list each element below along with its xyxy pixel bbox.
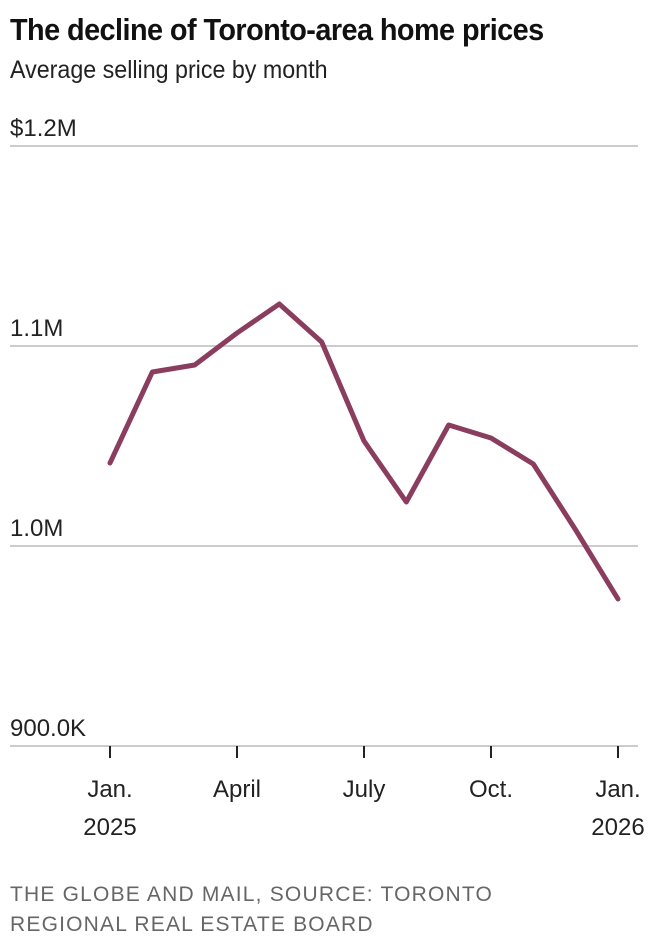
x-tick-label: Jan. [595,776,640,803]
x-tick-label: April [213,776,261,803]
y-tick-label: 1.0M [10,515,63,542]
x-tick-label: Oct. [469,776,513,803]
y-gridlines [10,145,638,747]
x-tick-year-label: 2026 [591,814,644,841]
price-line [107,301,621,602]
y-tick-label: $1.2M [10,115,77,142]
x-axis-labels: Jan. 2025 April July Oct. Jan. 2026 [83,776,644,841]
x-tick-label: Jan. [87,776,132,803]
line-chart: $1.2M 1.1M 1.0M 900.0K Jan. 2025 April July Oct… [10,115,645,841]
y-tick-label: 900.0K [10,715,86,742]
y-axis-labels: $1.2M 1.1M 1.0M 900.0K [10,115,86,742]
x-tick-label: July [343,776,386,803]
chart-title: The decline of Toronto-area home prices [10,12,544,47]
x-tick-year-label: 2025 [83,814,136,841]
source-credit: THE GLOBE AND MAIL, SOURCE: TORONTO REGI… [10,883,494,936]
chart-subtitle: Average selling price by month [10,56,328,84]
y-tick-label: 1.1M [10,315,63,342]
x-axis-ticks [109,746,619,758]
